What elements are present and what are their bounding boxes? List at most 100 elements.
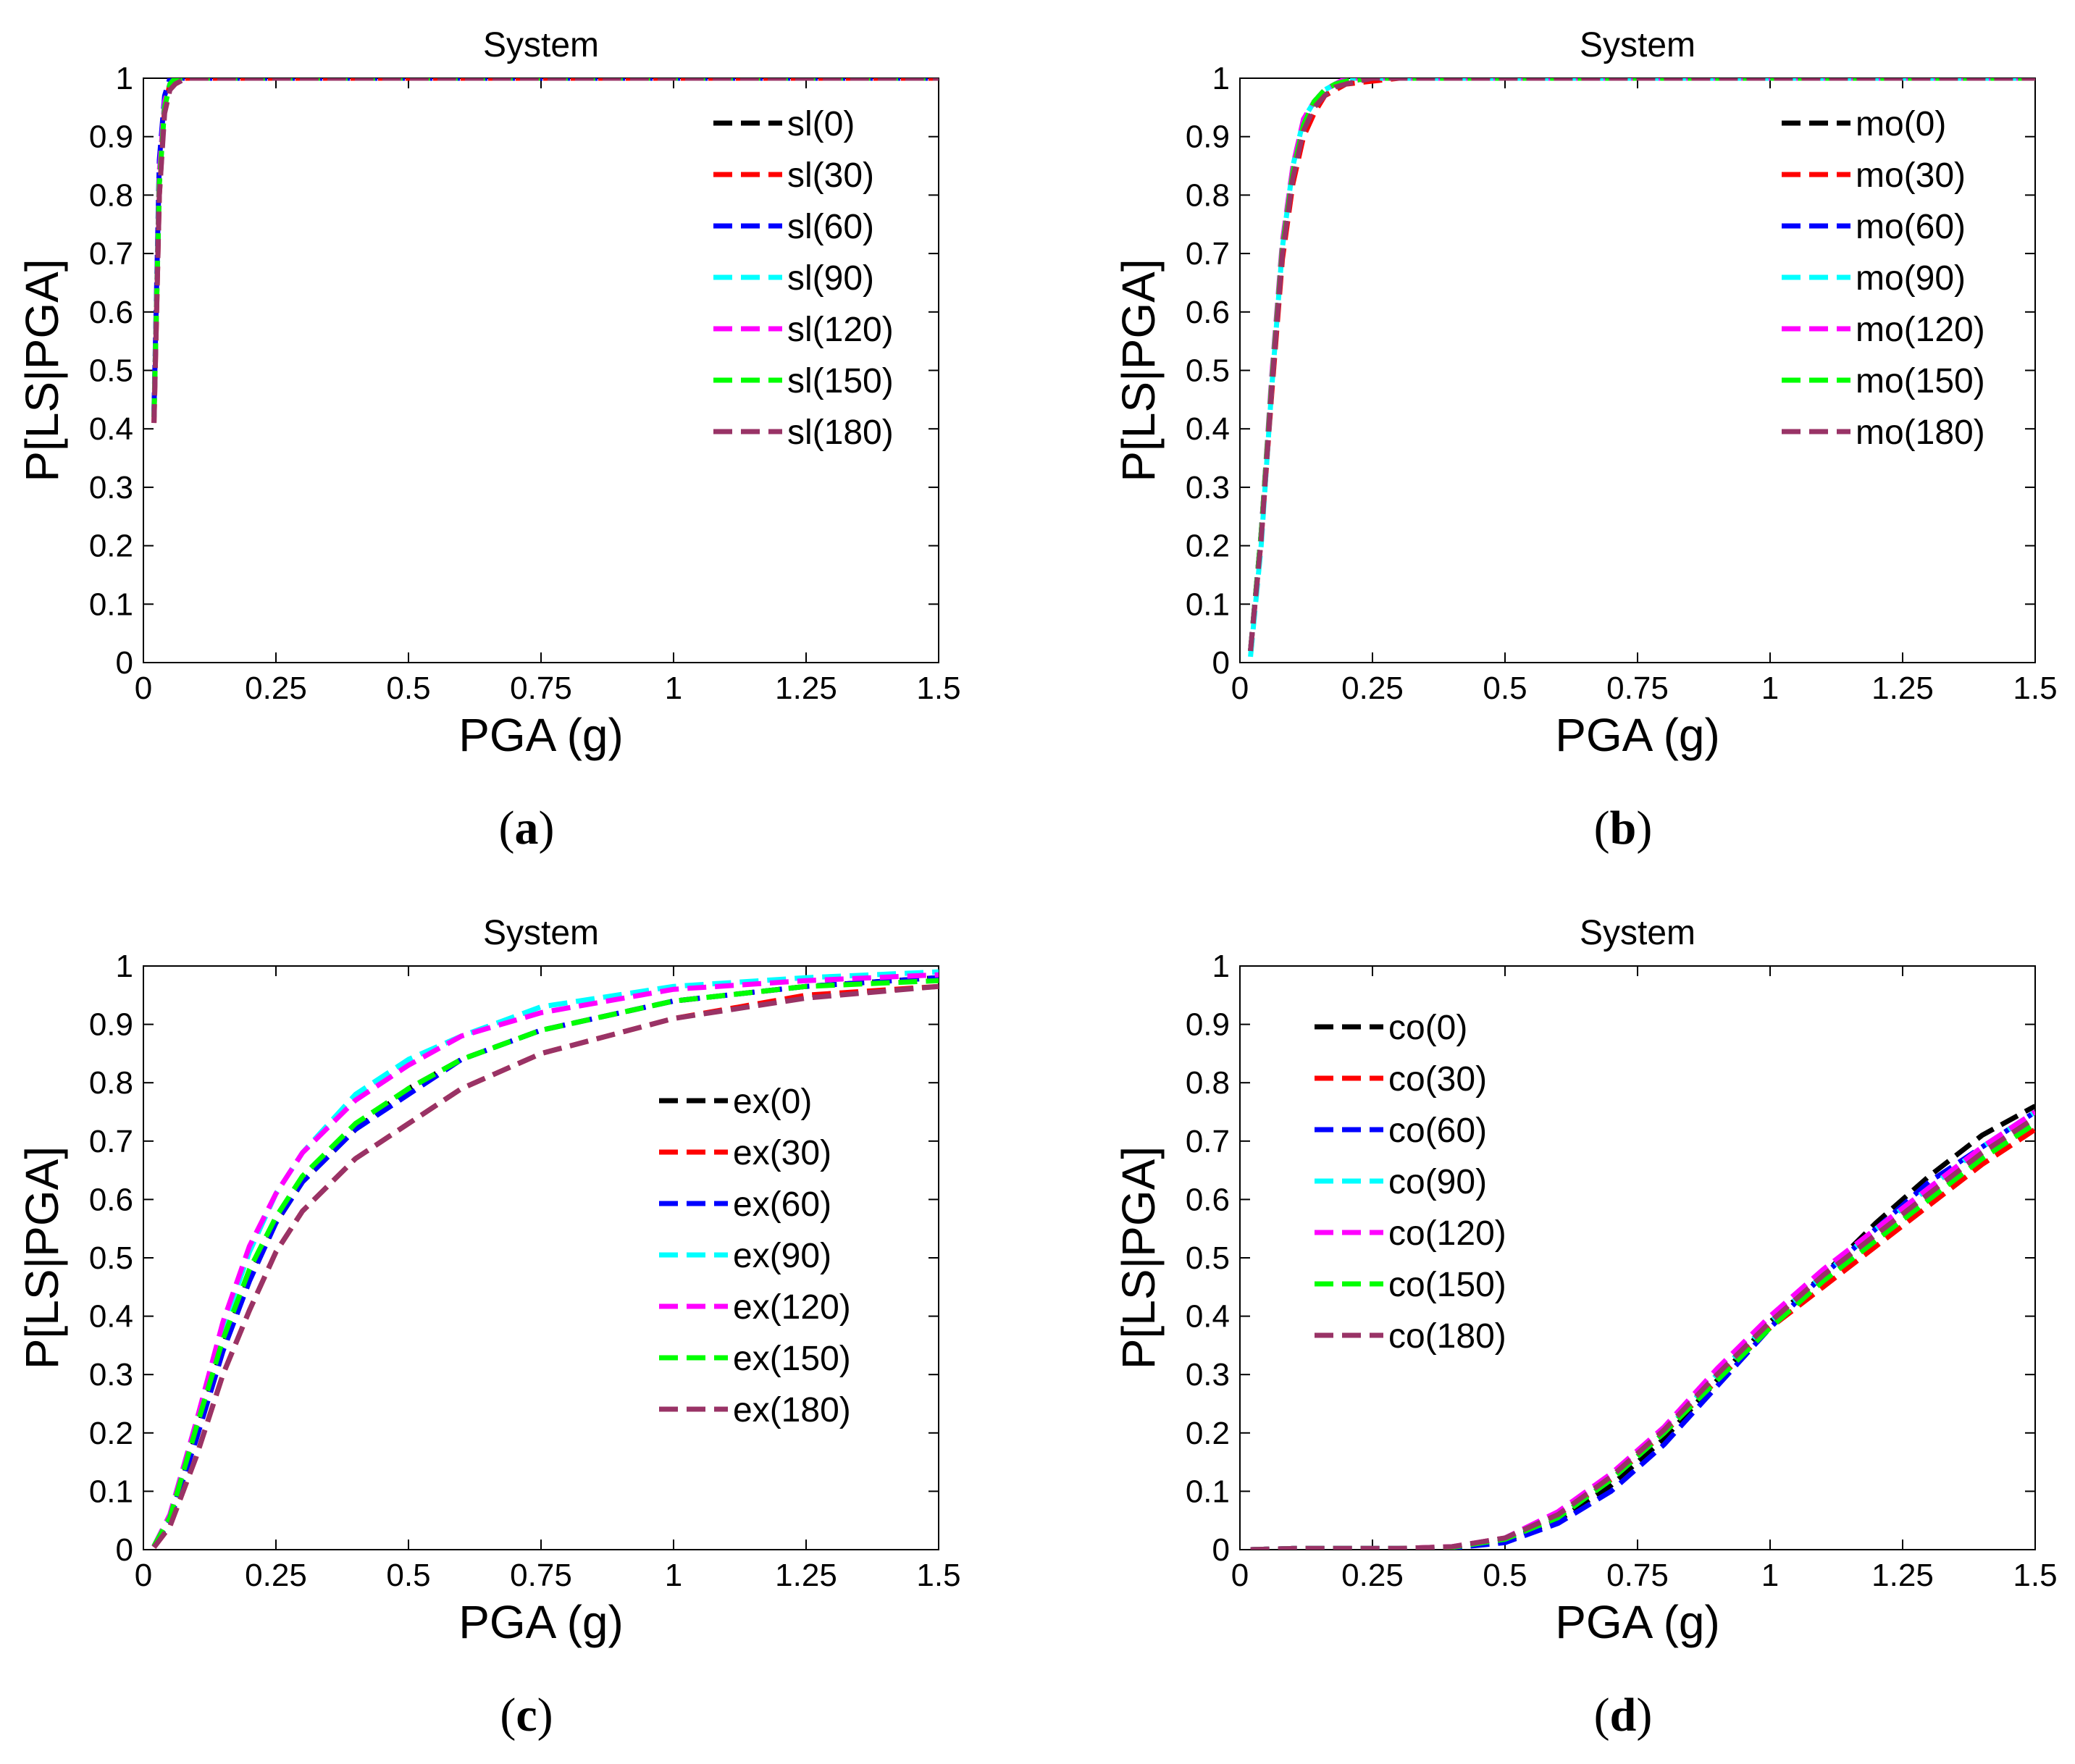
x-tick-label: 1.25 bbox=[1871, 1558, 1934, 1593]
y-tick-label: 0 bbox=[1212, 645, 1230, 681]
x-tick-label: 1.5 bbox=[2013, 1558, 2057, 1593]
panel-caption: (c) bbox=[500, 1689, 553, 1742]
y-tick-label: 0.2 bbox=[89, 1416, 133, 1451]
x-axis-label: PGA (g) bbox=[458, 1596, 624, 1648]
series-line-mo(180) bbox=[1248, 78, 2035, 652]
x-tick-label: 1 bbox=[1761, 671, 1779, 706]
panel-caption: (a) bbox=[499, 802, 555, 854]
y-tick-label: 0.7 bbox=[89, 236, 133, 272]
legend-label: sl(90) bbox=[787, 259, 874, 298]
panel-caption: (d) bbox=[1594, 1689, 1653, 1742]
panel-caption-letter: d bbox=[1610, 1689, 1637, 1742]
y-tick-label: 0.7 bbox=[1186, 1124, 1230, 1159]
legend-label: sl(60) bbox=[787, 208, 874, 246]
legend-label: sl(0) bbox=[787, 105, 855, 143]
y-tick-label: 0.6 bbox=[1186, 295, 1230, 330]
series-group bbox=[1250, 1104, 2035, 1550]
x-tick-label: 0.25 bbox=[1341, 1558, 1404, 1593]
series-group bbox=[1248, 78, 2035, 658]
y-tick-label: 0.7 bbox=[89, 1124, 133, 1159]
y-tick-label: 0.3 bbox=[89, 470, 133, 505]
x-tick-label: 0.75 bbox=[510, 671, 572, 706]
legend-label: ex(120) bbox=[733, 1288, 851, 1327]
y-tick-label: 0.6 bbox=[89, 1182, 133, 1217]
y-tick-label: 0.4 bbox=[89, 1299, 133, 1335]
legend-label: co(60) bbox=[1388, 1112, 1487, 1150]
x-tick-label: 1.5 bbox=[2013, 671, 2057, 706]
y-tick-label: 0.9 bbox=[89, 119, 133, 155]
y-tick-label: 0.5 bbox=[1186, 353, 1230, 389]
legend-label: sl(150) bbox=[787, 362, 894, 400]
panel-caption: (b) bbox=[1594, 802, 1653, 854]
chart-title: System bbox=[1580, 26, 1695, 64]
y-tick-label: 1 bbox=[116, 61, 133, 96]
legend-label: mo(90) bbox=[1856, 259, 1966, 298]
x-tick-label: 1 bbox=[665, 1558, 682, 1593]
y-tick-label: 0.2 bbox=[1186, 529, 1230, 564]
x-tick-label: 0.5 bbox=[386, 671, 430, 706]
legend-label: ex(90) bbox=[733, 1237, 831, 1275]
legend: co(0) co(30) co(60) co(90) co(120) co(150) co(… bbox=[1315, 1009, 1506, 1356]
legend-label: ex(180) bbox=[733, 1391, 851, 1429]
series-line-co(180) bbox=[1250, 1115, 2035, 1550]
y-tick-label: 0.8 bbox=[1186, 177, 1230, 213]
panel-caption-letter: b bbox=[1610, 802, 1637, 854]
y-tick-label: 0 bbox=[1212, 1532, 1230, 1568]
legend-label: sl(180) bbox=[787, 413, 894, 452]
y-tick-label: 0.3 bbox=[1186, 1357, 1230, 1393]
series-line-ex(150) bbox=[151, 978, 939, 1547]
x-tick-label: 1 bbox=[665, 671, 682, 706]
y-tick-label: 0.8 bbox=[89, 1065, 133, 1101]
x-tick-label: 1.25 bbox=[775, 671, 837, 706]
y-tick-label: 0.3 bbox=[89, 1357, 133, 1393]
legend: ex(0) ex(30) ex(60) ex(90) ex(120) ex(150) ex(… bbox=[659, 1083, 851, 1429]
y-tick-label: 0.1 bbox=[89, 1474, 133, 1509]
y-tick-label: 1 bbox=[1212, 61, 1230, 96]
legend-label: co(180) bbox=[1388, 1317, 1506, 1356]
y-tick-label: 1 bbox=[116, 949, 133, 984]
x-axis-label: PGA (g) bbox=[458, 709, 624, 761]
chart-panel-c: System 0 0.1 0.2 0.3 0.4 0.5 0.6 0.7 0.8 0.9 1 0 0.25… bbox=[16, 914, 961, 1742]
chart-panel-a: System 0 0.1 0.2 0.3 0.4 0.5 0.6 0.7 0.8 0.9 1 0 0.25… bbox=[16, 26, 961, 854]
y-tick-label: 0.1 bbox=[89, 587, 133, 622]
x-tick-label: 0 bbox=[1231, 671, 1249, 706]
x-tick-label: 0.25 bbox=[1341, 671, 1404, 706]
y-tick-label: 0 bbox=[116, 1532, 133, 1568]
legend-label: co(0) bbox=[1388, 1009, 1467, 1047]
x-tick-label: 1.25 bbox=[775, 1558, 837, 1593]
y-tick-label: 0.7 bbox=[1186, 236, 1230, 272]
y-tick-label: 0.5 bbox=[89, 1240, 133, 1276]
y-axis-label: P[LS|PGA] bbox=[1112, 259, 1165, 482]
y-tick-label: 0.4 bbox=[89, 411, 133, 447]
x-tick-label: 0 bbox=[135, 1558, 152, 1593]
x-tick-label: 0.75 bbox=[1606, 671, 1669, 706]
x-tick-label: 0.5 bbox=[386, 1558, 430, 1593]
y-tick-label: 0.1 bbox=[1186, 1474, 1230, 1509]
legend-label: co(150) bbox=[1388, 1266, 1506, 1304]
series-group bbox=[151, 78, 939, 424]
x-tick-label: 0.5 bbox=[1483, 1558, 1527, 1593]
panel-caption-letter: c bbox=[516, 1689, 537, 1742]
y-tick-label: 0.8 bbox=[89, 177, 133, 213]
legend-label: sl(120) bbox=[787, 311, 894, 349]
chart-panel-d: System 0 0.1 0.2 0.3 0.4 0.5 0.6 0.7 0.8 0.9 1 0 0.25… bbox=[1112, 914, 2058, 1742]
legend-label: sl(30) bbox=[787, 156, 874, 195]
x-tick-label: 1.5 bbox=[916, 1558, 960, 1593]
legend-label: ex(30) bbox=[733, 1134, 831, 1172]
series-group bbox=[151, 969, 939, 1549]
x-tick-label: 0 bbox=[135, 671, 152, 706]
x-tick-label: 0.25 bbox=[245, 1558, 307, 1593]
legend-label: mo(120) bbox=[1856, 311, 1985, 349]
y-tick-label: 0.5 bbox=[1186, 1240, 1230, 1276]
chart-title: System bbox=[483, 914, 599, 952]
chart-title: System bbox=[1580, 914, 1695, 952]
chart-panel-b: System 0 0.1 0.2 0.3 0.4 0.5 0.6 0.7 0.8 0.9 1 0 0.25… bbox=[1112, 26, 2058, 854]
legend-label: co(30) bbox=[1388, 1060, 1487, 1099]
y-tick-label: 0.6 bbox=[89, 295, 133, 330]
x-tick-label: 1.5 bbox=[916, 671, 960, 706]
y-axis-label: P[LS|PGA] bbox=[16, 1146, 68, 1369]
x-tick-label: 0.5 bbox=[1483, 671, 1527, 706]
legend-label: ex(0) bbox=[733, 1083, 812, 1121]
series-line-ex(180) bbox=[151, 983, 939, 1549]
